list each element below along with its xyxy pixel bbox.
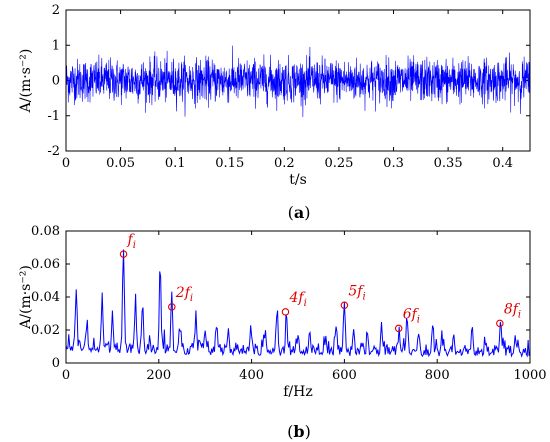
panel-b-chart: 0 200 400 600 800 1000 0 0.02 0.04 0.06 0.08 f/Hz A/…: [18, 224, 547, 400]
panel-b-label: (b): [287, 422, 311, 441]
plot-frame: [65, 9, 531, 152]
y-tick-label: 1: [52, 38, 60, 53]
harmonic-marker: [281, 308, 290, 316]
x-tick-label: 0.4: [492, 156, 513, 171]
harmonic-marker: [394, 324, 403, 333]
x-tick-label: 200: [146, 368, 171, 383]
y-tick-label: 0.08: [31, 224, 60, 239]
x-axis-label: f/Hz: [283, 384, 312, 400]
panel-a-chart: 0 0.05 0.1 0.15 0.2 0.25 0.3 0.35 0.4 -2 -1 0 1 2 t/s A…: [18, 3, 531, 188]
x-tick-label: 0: [62, 368, 70, 383]
harmonic-marker: [496, 319, 504, 328]
x-tick-label: 0: [62, 156, 70, 171]
x-tick-label: 0.05: [106, 156, 135, 171]
x-tick-label: 0.1: [165, 156, 186, 171]
harmonic-label: 2fi: [175, 285, 193, 304]
panel-a-label: (a): [288, 203, 311, 222]
y-axis-label: A/(m·s⁻²): [18, 49, 34, 114]
harmonic-label: 8fi: [504, 301, 521, 320]
y-tick-label: -2: [47, 144, 60, 159]
x-tick-label: 0.35: [434, 156, 463, 171]
x-tick-label: 400: [239, 368, 264, 383]
harmonic-label: 6fi: [403, 306, 420, 325]
harmonic-marker: [168, 303, 176, 311]
x-tick-label: 800: [425, 368, 450, 383]
y-axis-label: A/(m·s⁻²): [18, 265, 34, 330]
x-tick-label: 0.3: [383, 156, 404, 171]
x-tick-label: 600: [332, 368, 357, 383]
x-tick-label: 0.2: [274, 156, 295, 171]
harmonic-marker: [340, 301, 349, 309]
x-tick-label: 0.15: [215, 156, 244, 171]
y-tick-label: 0.02: [31, 323, 60, 338]
harmonic-label: fi: [127, 232, 136, 251]
x-axis-label: t/s: [289, 172, 307, 188]
y-tick-label: 0.06: [31, 257, 60, 272]
y-tick-label: -1: [47, 109, 60, 124]
y-tick-label: 2: [52, 3, 60, 18]
x-tick-label: 1000: [513, 368, 546, 383]
y-tick-label: 0: [52, 356, 60, 371]
spectrum-line: [65, 249, 531, 358]
signal-line: [65, 45, 531, 117]
plot-frame: [65, 230, 531, 364]
harmonic-label: 5fi: [348, 283, 365, 302]
x-tick-label: 0.25: [324, 156, 353, 171]
y-tick-label: 0.04: [31, 290, 60, 305]
y-tick-label: 0: [52, 74, 60, 89]
harmonic-label: 4fi: [288, 290, 306, 309]
harmonic-marker: [119, 250, 128, 258]
